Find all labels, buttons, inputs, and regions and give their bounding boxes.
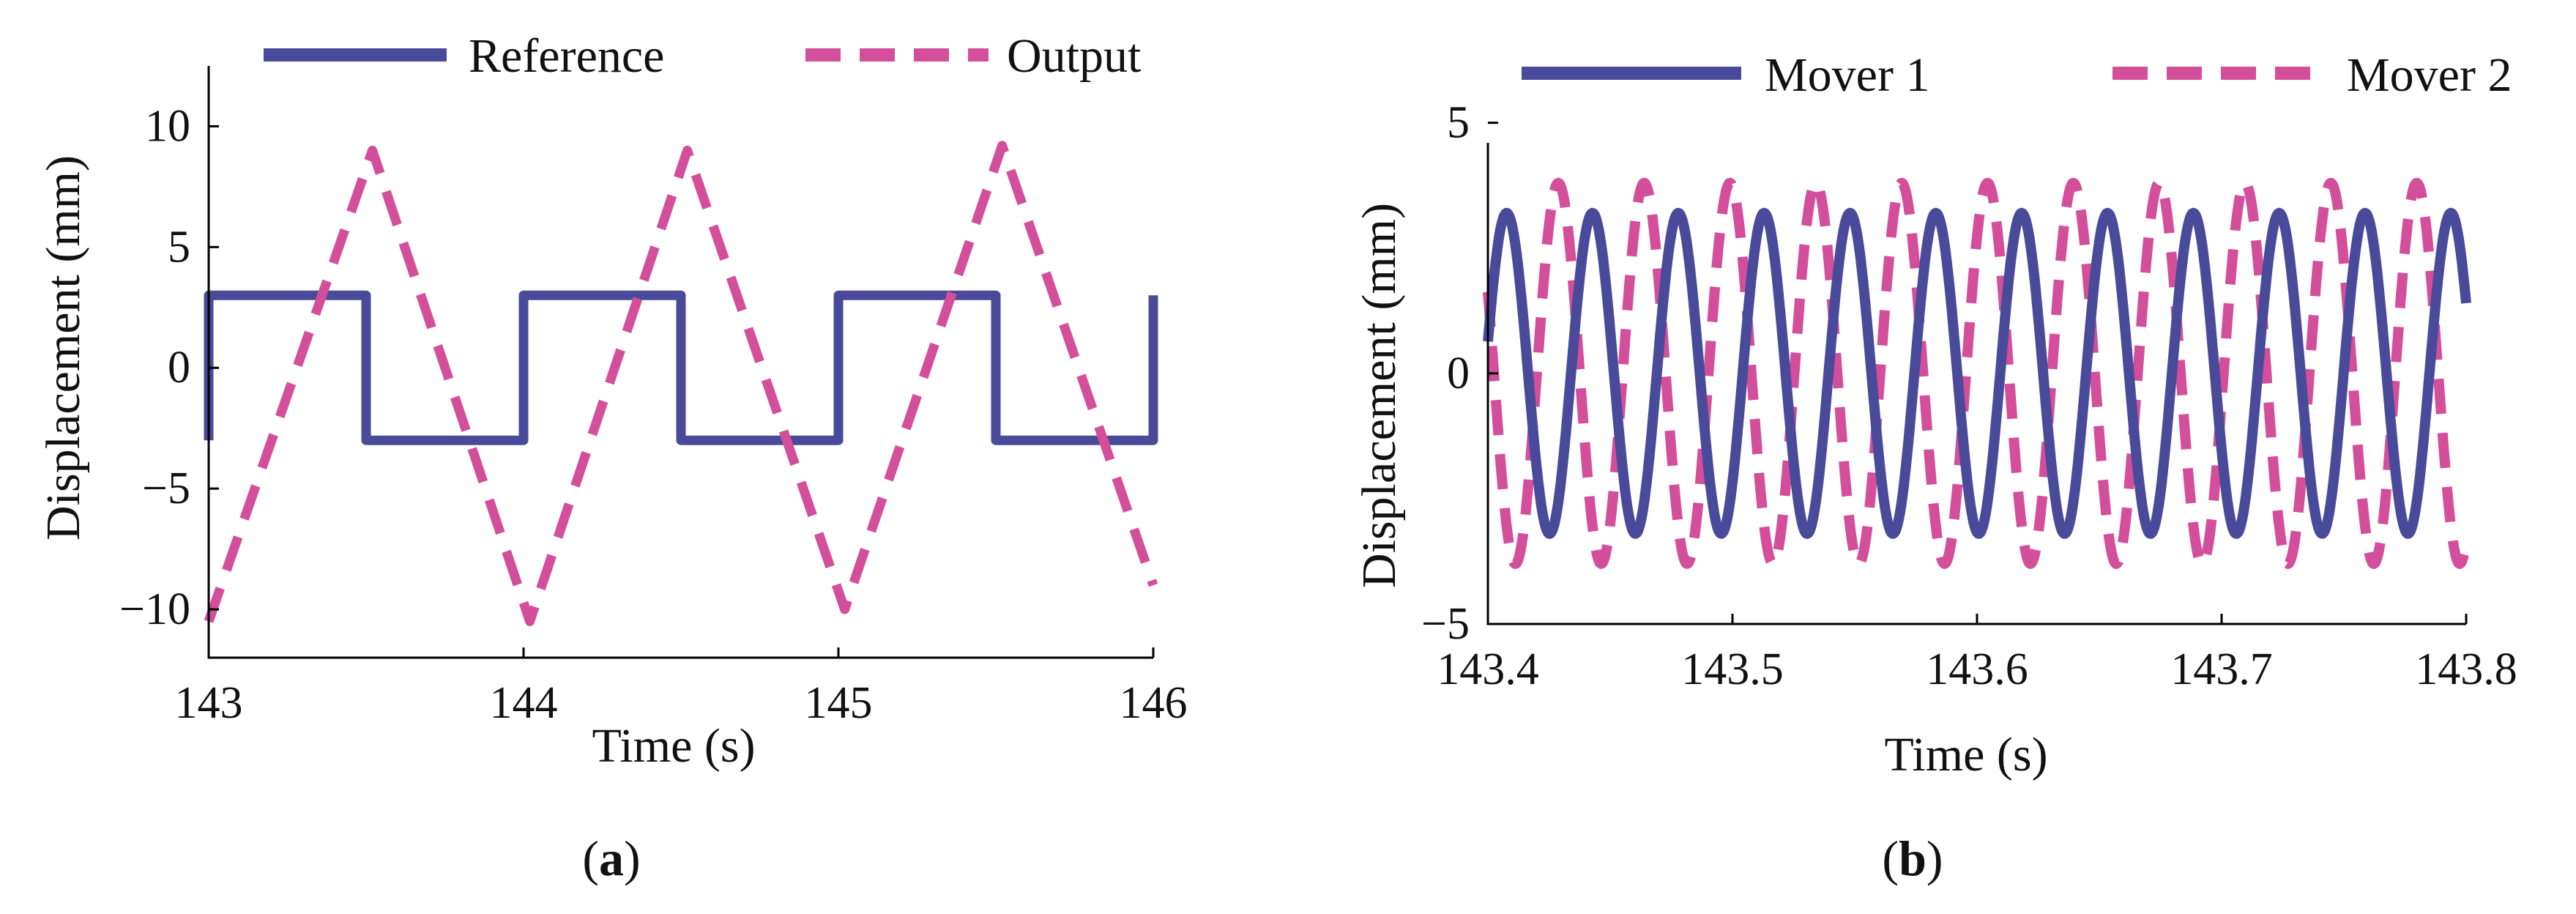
a-ytick-label: −5 — [142, 464, 190, 513]
series-b-mover-1 — [1483, 207, 2471, 539]
a-ytick-label: −10 — [119, 584, 190, 634]
caption-b-open: ( — [1882, 831, 1899, 886]
legend-a: Reference Output — [264, 29, 1141, 83]
legend-b-mover1-label: Mover 1 — [1765, 48, 1929, 102]
caption-a-close: ) — [624, 831, 641, 886]
a-xtick-label: 145 — [805, 678, 873, 728]
caption-a-open: ( — [582, 831, 599, 886]
caption-b-close: ) — [1927, 831, 1943, 886]
legend-b: Mover 1 Mover 2 — [1522, 48, 2512, 102]
series-group-b — [1483, 177, 2471, 569]
caption-b: (b) — [1882, 831, 1943, 886]
a-ytick-label: 10 — [145, 101, 190, 151]
legend-b-mover2-label: Mover 2 — [2347, 48, 2512, 102]
series-a-reference — [204, 290, 1158, 445]
chart-a: Reference Output 143 144 145 146 10 5 0 −5 −10 T… — [37, 29, 1188, 886]
a-xtick-label: 144 — [490, 678, 558, 728]
a-xtick-label: 146 — [1120, 678, 1188, 728]
series-a-output — [204, 141, 1158, 626]
a-ytick-label: 0 — [168, 343, 190, 393]
b-xtick-label: 143.7 — [2170, 644, 2273, 694]
series-group-a — [204, 141, 1158, 626]
a-xtick-label: 143 — [175, 678, 243, 728]
b-ytick-label: 0 — [1447, 349, 1470, 398]
b-xtick-label: 143.5 — [1681, 644, 1784, 694]
xlabel-a: Time (s) — [592, 719, 755, 773]
ylabel-b: Displacement (mm) — [1352, 203, 1406, 588]
caption-a-letter: a — [599, 831, 624, 886]
chart-b: Mover 1 Mover 2 143.4 143.5 143.6 143.7 143.… — [1352, 48, 2517, 886]
ticks-b: 143.4 143.5 143.6 143.7 143.8 5 0 −5 — [1421, 98, 2517, 694]
a-ytick-label: 5 — [168, 222, 190, 272]
legend-a-output-label: Output — [1007, 29, 1141, 83]
legend-a-reference-label: Reference — [469, 29, 664, 83]
b-ytick-label: −5 — [1421, 599, 1470, 649]
ylabel-a: Displacement (mm) — [37, 155, 90, 540]
b-xtick-label: 143.6 — [1926, 644, 2028, 694]
b-xtick-label: 143.4 — [1437, 644, 1539, 694]
b-xtick-label: 143.8 — [2415, 644, 2517, 694]
caption-a: (a) — [582, 831, 640, 886]
caption-b-letter: b — [1899, 831, 1927, 886]
ticks-a: 143 144 145 146 10 5 0 −5 −10 — [119, 101, 1187, 728]
series-b-mover-2 — [1483, 177, 2471, 569]
xlabel-b: Time (s) — [1884, 728, 2047, 781]
b-ytick-label: 5 — [1447, 98, 1470, 148]
